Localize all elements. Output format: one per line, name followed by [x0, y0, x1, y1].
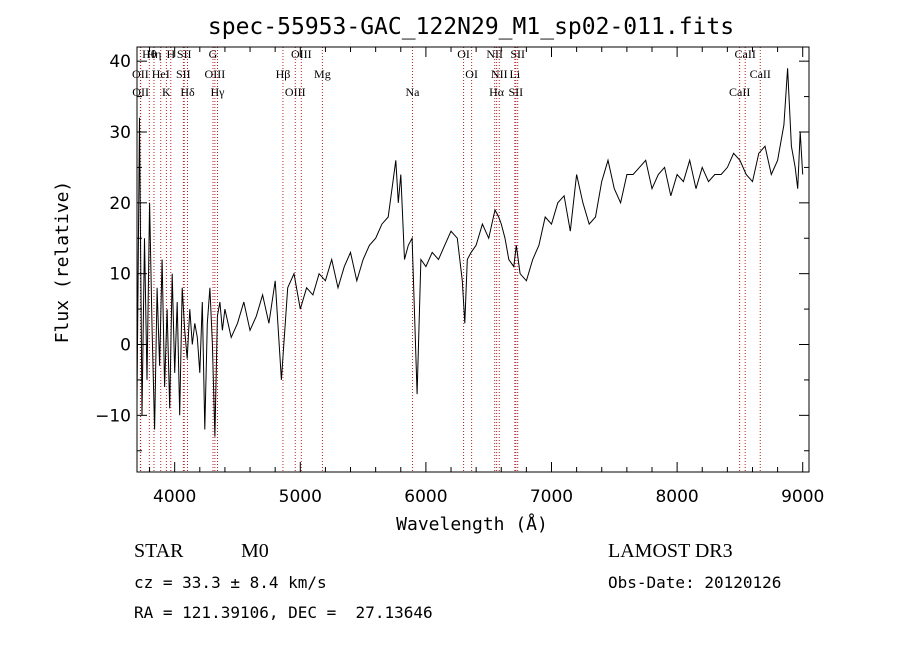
y-tick-label: −10: [95, 406, 131, 426]
line-label: NII: [491, 67, 508, 81]
y-tick-label: 40: [109, 52, 131, 72]
line-label: Mg: [314, 67, 331, 81]
line-label: SII: [177, 47, 192, 61]
observation-date: Obs-Date: 20120126: [608, 573, 782, 592]
line-label: CaII: [735, 47, 756, 61]
x-tick-label: 4000: [153, 487, 196, 507]
line-label: G: [209, 47, 218, 61]
x-tick-label: 6000: [404, 487, 447, 507]
line-label: Hθ: [142, 47, 157, 61]
line-label: Hδ: [180, 85, 195, 99]
object-subclass: M0: [241, 540, 269, 562]
line-label: Hα: [489, 85, 505, 99]
chart-title: spec-55953-GAC_122N29_M1_sp02-011.fits: [208, 14, 734, 40]
line-label: Hβ: [276, 67, 291, 81]
redshift-velocity: cz = 33.3 ± 8.4 km/s: [134, 573, 327, 592]
spectral-line-labels: HθOIIOIIHηHeIKHSIIHδSIIOIIIHγGHβOIIIOIII…: [132, 47, 771, 99]
spectrum-line: [136, 68, 804, 437]
line-label: OIII: [205, 67, 226, 81]
line-label: OI: [457, 47, 470, 61]
x-axis: 4000 5000 6000 7000 8000 9000: [149, 47, 824, 507]
coordinates: RA = 121.39106, DEC = 27.13646: [134, 603, 433, 622]
x-tick-label: 9000: [781, 487, 824, 507]
line-label: OIII: [285, 85, 306, 99]
line-label: CaII: [729, 85, 750, 99]
plot-frame: [136, 46, 810, 473]
line-label: SII: [508, 85, 523, 99]
line-label: HeI: [152, 67, 170, 81]
line-label: K: [162, 85, 171, 99]
y-axis-label: Flux (relative): [52, 181, 73, 344]
x-tick-label: 7000: [530, 487, 573, 507]
line-label: Na: [405, 85, 420, 99]
y-tick-label: 20: [109, 194, 131, 214]
line-label: OI: [465, 67, 478, 81]
line-label: Hγ: [211, 85, 226, 99]
line-label: Li: [509, 67, 520, 81]
line-label: SII: [510, 47, 525, 61]
object-class: STAR: [134, 540, 184, 562]
line-label: NII: [486, 47, 503, 61]
line-label: OII: [132, 67, 149, 81]
line-label: OII: [132, 85, 149, 99]
x-tick-label: 5000: [279, 487, 322, 507]
spectrum-series: [136, 68, 804, 437]
y-tick-label: 0: [120, 336, 131, 356]
x-axis-label: Wavelength (Å): [396, 513, 548, 535]
line-label: OIII: [291, 47, 312, 61]
line-label: H: [166, 47, 175, 61]
survey-name: LAMOST DR3: [608, 540, 733, 562]
y-axis: −10 0 10 20 30 40: [95, 52, 809, 452]
x-tick-label: 8000: [655, 487, 698, 507]
spectral-line-markers: [139, 47, 761, 472]
line-label: Hη: [146, 47, 161, 61]
line-label: SII: [176, 67, 191, 81]
line-label: CaII: [750, 67, 771, 81]
y-tick-label: 30: [109, 123, 131, 143]
y-tick-label: 10: [109, 265, 131, 285]
